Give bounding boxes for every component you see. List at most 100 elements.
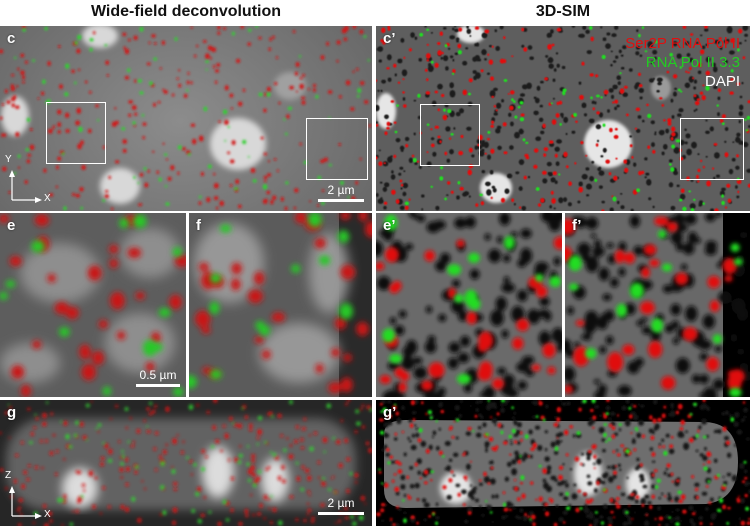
punctum — [673, 91, 677, 97]
punctum — [517, 289, 528, 302]
punctum — [553, 207, 556, 210]
punctum — [542, 468, 547, 474]
punctum — [376, 193, 379, 197]
legend-dapi: DAPI — [704, 73, 740, 90]
punctum — [146, 407, 150, 411]
punctum — [724, 140, 727, 143]
punctum — [379, 418, 384, 422]
panel-f-prime-image — [565, 213, 750, 397]
punctum — [391, 189, 396, 195]
punctum — [386, 126, 390, 130]
punctum — [116, 331, 126, 340]
punctum — [299, 77, 303, 80]
punctum — [316, 204, 320, 207]
punctum — [257, 470, 262, 474]
punctum — [217, 26, 221, 30]
punctum — [652, 418, 657, 424]
punctum — [550, 102, 553, 105]
punctum — [44, 523, 49, 526]
punctum — [556, 63, 560, 68]
punctum — [654, 132, 657, 136]
punctum — [658, 129, 665, 136]
punctum — [719, 46, 723, 50]
punctum — [492, 378, 505, 390]
punctum — [262, 184, 268, 190]
punctum — [88, 470, 94, 477]
punctum — [727, 506, 731, 510]
punctum — [312, 88, 316, 92]
punctum — [702, 314, 715, 329]
punctum — [22, 26, 26, 29]
punctum — [338, 519, 342, 523]
punctum — [328, 164, 332, 167]
punctum — [222, 499, 227, 505]
punctum — [197, 519, 202, 524]
punctum — [425, 91, 431, 95]
punctum — [139, 173, 144, 177]
punctum — [158, 177, 162, 182]
punctum — [651, 484, 655, 489]
punctum — [455, 37, 460, 41]
punctum — [634, 127, 638, 130]
punctum — [508, 434, 512, 439]
punctum — [704, 26, 708, 29]
punctum — [183, 93, 188, 98]
punctum — [535, 136, 542, 141]
punctum — [702, 400, 706, 403]
punctum — [488, 44, 492, 48]
punctum — [490, 478, 496, 485]
punctum — [344, 438, 349, 443]
punctum — [511, 428, 516, 434]
punctum — [620, 54, 624, 57]
punctum — [747, 481, 750, 485]
punctum — [723, 59, 728, 64]
punctum — [227, 151, 231, 155]
punctum — [269, 37, 272, 41]
punctum — [516, 422, 522, 428]
punctum — [5, 280, 16, 288]
punctum — [593, 488, 598, 493]
punctum — [602, 504, 608, 510]
punctum — [308, 434, 311, 437]
punctum — [470, 488, 477, 495]
punctum — [620, 193, 623, 195]
punctum — [263, 108, 267, 113]
punctum — [457, 352, 470, 364]
punctum — [339, 303, 353, 320]
punctum — [250, 465, 255, 471]
punctum — [384, 214, 398, 231]
punctum — [102, 199, 106, 202]
punctum — [557, 340, 562, 347]
punctum — [195, 310, 211, 328]
punctum — [254, 271, 265, 285]
punctum — [238, 521, 243, 526]
punctum — [598, 112, 604, 118]
punctum — [610, 50, 613, 53]
punctum — [474, 145, 478, 150]
punctum — [382, 407, 387, 413]
punctum — [321, 201, 325, 205]
punctum — [400, 371, 410, 382]
punctum — [609, 423, 613, 428]
punctum — [532, 400, 539, 406]
punctum — [426, 151, 429, 153]
punctum — [486, 504, 492, 511]
punctum — [393, 121, 397, 124]
punctum — [190, 81, 193, 84]
punctum — [538, 117, 544, 123]
punctum — [136, 429, 141, 434]
panel-label-e-prime: e’ — [383, 217, 396, 234]
punctum — [394, 486, 400, 492]
punctum — [491, 446, 496, 450]
punctum — [75, 420, 79, 425]
punctum — [430, 470, 434, 473]
punctum — [695, 41, 699, 45]
punctum — [608, 519, 614, 525]
punctum — [77, 34, 82, 40]
punctum — [684, 141, 688, 145]
punctum — [511, 468, 517, 476]
punctum — [728, 168, 734, 175]
punctum — [403, 511, 407, 515]
punctum — [409, 484, 415, 489]
punctum — [675, 357, 690, 374]
